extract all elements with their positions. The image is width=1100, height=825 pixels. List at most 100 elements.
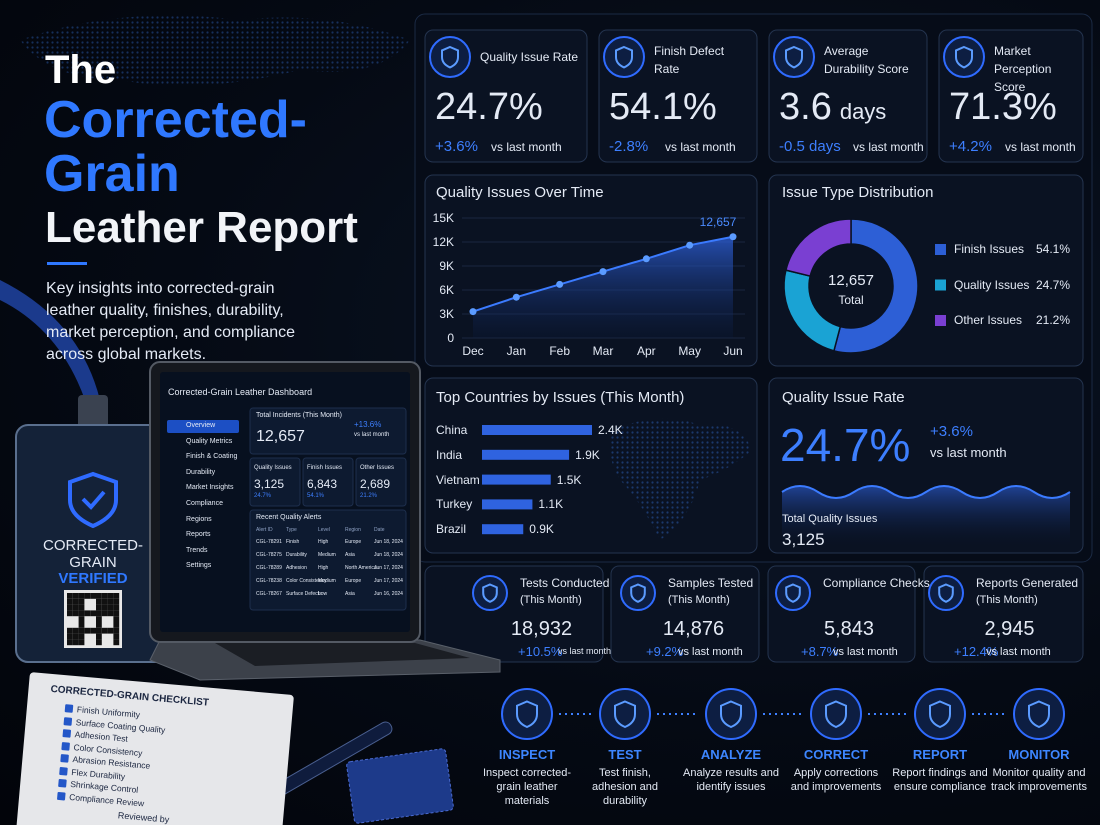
qr-cell <box>96 610 102 617</box>
point <box>642 255 650 263</box>
kpi-value: 71.3% <box>949 86 1057 129</box>
qr-cell <box>67 593 73 599</box>
stat-compare: vs last month <box>986 646 1051 658</box>
x-tick-label: Apr <box>636 344 656 358</box>
bar <box>482 449 570 460</box>
x-tick-label: Feb <box>549 344 570 358</box>
table-header: Type <box>286 527 297 533</box>
wave-line <box>781 485 1071 499</box>
qr-cell <box>96 627 102 634</box>
legend-label: Finish Issues <box>954 242 1025 256</box>
stat-value: 2,945 <box>984 618 1035 640</box>
qr-cell <box>72 604 79 611</box>
qr-cell <box>113 622 120 628</box>
qr-cell <box>72 627 79 634</box>
kpi-change: -0.5 days <box>779 138 841 155</box>
icon-circle <box>1013 688 1065 740</box>
qr-cell <box>78 598 85 605</box>
icon-glyph <box>614 700 636 729</box>
icon-glyph <box>615 45 633 69</box>
icon-glyph <box>929 700 951 729</box>
qr-cell <box>96 622 102 628</box>
value-label: 12,657 <box>699 214 737 229</box>
legend-swatch <box>935 279 946 291</box>
icon-circle <box>810 688 862 740</box>
table-cell: Low <box>318 591 328 597</box>
nav-item: Finish & Coating <box>186 453 238 461</box>
stat-label: Compliance Checks <box>823 576 930 590</box>
card-pct: 24.7% <box>254 493 272 499</box>
table-cell: Europe <box>345 578 362 584</box>
icon-circle <box>928 575 964 611</box>
hero-title: Grain <box>44 145 180 203</box>
kpi-label: Quality Issue Rate <box>480 50 579 64</box>
qr-cell <box>113 593 120 599</box>
y-tick-label: 3K <box>439 307 454 321</box>
icon-glyph <box>785 45 803 69</box>
checkbox <box>62 729 72 738</box>
card-value: 2,689 <box>360 477 391 491</box>
qr-cell <box>67 627 73 634</box>
qr-pattern <box>67 593 120 646</box>
category-label: Vietnam <box>436 472 480 487</box>
qr-cell <box>78 610 85 617</box>
qr-cell <box>67 639 73 646</box>
x-tick-label: Mar <box>592 344 614 358</box>
stat-compare: vs last month <box>833 646 898 658</box>
nav-item: Reports <box>186 531 211 539</box>
laptop-card <box>355 457 407 507</box>
donut-center-label: Total <box>838 293 864 307</box>
qr-cell <box>113 598 120 605</box>
badge-check <box>81 490 106 510</box>
table-header: Date <box>374 527 385 533</box>
qr-cell <box>113 639 120 646</box>
point <box>729 233 737 241</box>
icon-glyph <box>630 583 646 603</box>
step-title: MONITOR <box>1008 747 1070 762</box>
table-cell: Asia <box>345 552 355 558</box>
point <box>469 308 477 316</box>
qr-cell <box>67 610 73 617</box>
table-cell: Finish <box>286 539 300 545</box>
checkbox <box>58 778 67 788</box>
stat-label: Samples Tested <box>668 576 754 590</box>
kpi-change: +3.6% <box>435 138 478 155</box>
icon-glyph <box>720 700 742 729</box>
qr-cell <box>101 627 108 634</box>
laptop-title: Corrected-Grain Leather Dashboard <box>168 387 313 397</box>
step-description: Test finish, adhesion and durability <box>591 767 659 807</box>
value-label: 0.9K <box>529 522 554 537</box>
icon-circle <box>943 36 985 78</box>
table-cell: Medium <box>318 552 336 558</box>
table-cell: CGL-78291 <box>256 539 282 545</box>
hero-title: Corrected- <box>44 91 307 149</box>
qr-cell <box>113 627 120 634</box>
legend-label: Other Issues <box>954 313 1023 327</box>
step-title: INSPECT <box>498 747 556 762</box>
y-tick-label: 0 <box>447 331 454 345</box>
qr-cell <box>90 610 96 617</box>
kpi-unit: days <box>839 99 887 124</box>
icon-circle <box>599 688 651 740</box>
bar <box>482 474 551 485</box>
x-tick-label: May <box>678 344 701 358</box>
qr-cell <box>90 627 96 634</box>
nav-item: Compliance <box>186 500 223 507</box>
badge-text: CORRECTED- <box>43 537 143 554</box>
step-description: Report findings and ensure compliance <box>892 767 988 793</box>
area <box>473 236 733 338</box>
table-header: Alert ID <box>256 527 273 533</box>
card-pct: 21.2% <box>360 493 378 499</box>
card-label: Finish Issues <box>307 465 343 471</box>
value-label: 1.9K <box>575 447 600 462</box>
badge-clip <box>78 395 108 429</box>
step-title: TEST <box>608 747 642 762</box>
qr-cell <box>101 593 108 599</box>
kpi-value-number: 54.1% <box>609 86 717 128</box>
point <box>686 241 694 249</box>
kpi-value-number: 71.3% <box>949 86 1057 128</box>
laptop-card <box>249 457 301 507</box>
qr-cell <box>107 610 114 617</box>
legend-swatch <box>935 315 946 326</box>
